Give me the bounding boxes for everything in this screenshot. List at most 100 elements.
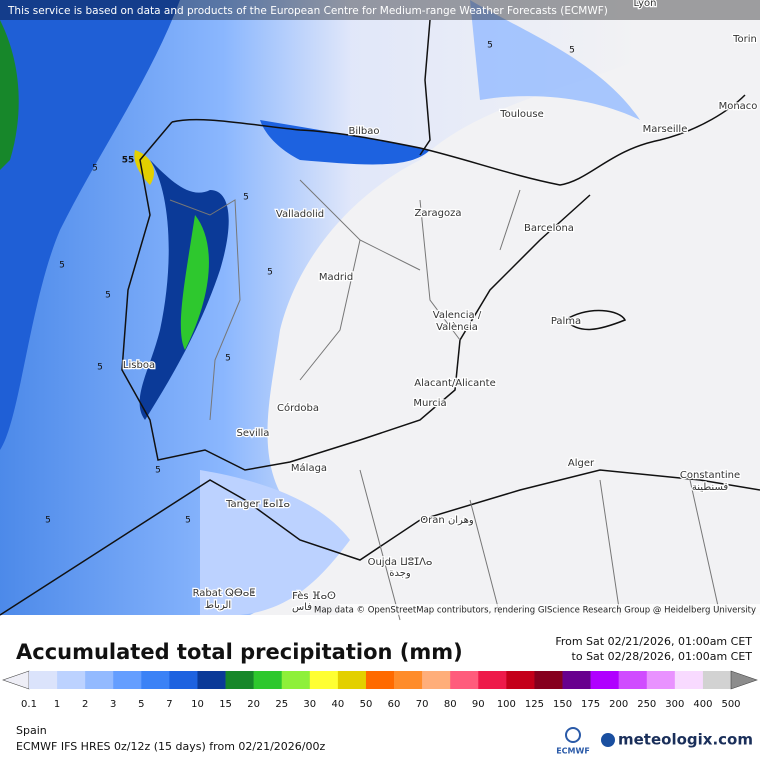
- city-label: فاس: [292, 602, 312, 613]
- legend-swatch: [309, 671, 339, 689]
- city-label: Córdoba: [277, 402, 319, 414]
- city-label: الرباط: [205, 600, 231, 611]
- city-label: Alacant/Alicante: [414, 378, 495, 389]
- city-labels: Lyon Torin Monaco Toulouse Marseille Bilbao Va…: [122, 0, 759, 614]
- legend-swatch: [337, 671, 367, 689]
- legend-swatch: [618, 671, 648, 689]
- contour-label: 5: [59, 261, 65, 271]
- period-from: From Sat 02/21/2026, 01:00am CET: [555, 635, 752, 648]
- legend-swatch: [506, 671, 535, 689]
- city-label: Lisboa: [123, 360, 155, 371]
- contour-label: 5: [267, 268, 273, 278]
- legend-tick-label: 175: [581, 699, 600, 710]
- city-label: Torin: [732, 34, 757, 45]
- map: This service is based on data and produc…: [0, 0, 760, 621]
- legend-tick-label: 90: [472, 699, 485, 710]
- precip-area: [0, 0, 640, 615]
- legend-tick-label: 150: [553, 699, 572, 710]
- contour-label: 5: [243, 193, 249, 203]
- city-label: Fès ⴼⴰⵙ: [292, 590, 336, 602]
- city-label: Valencia /: [433, 310, 482, 321]
- city-label: Oran وهران: [420, 515, 474, 526]
- ecmwf-logo: ECMWF: [556, 747, 590, 756]
- banner: This service is based on data and produc…: [7, 5, 608, 17]
- legend-swatch: [197, 671, 226, 689]
- precip-area: [180, 215, 209, 350]
- city-label: Oujda ⵡⵓⵊⴷⴰ: [368, 557, 433, 568]
- model: ECMWF IFS HRES 0z/12z (15 days) from 02/…: [16, 740, 326, 753]
- legend-tick-label: 25: [275, 699, 288, 710]
- legend-tick-label: 125: [525, 699, 544, 710]
- city-label: Madrid: [319, 272, 353, 283]
- city-label: Murcia: [413, 398, 446, 409]
- city-label: Toulouse: [499, 109, 543, 120]
- city-label: Alger: [568, 458, 595, 469]
- city-label: وجدة: [389, 568, 411, 579]
- legend-swatch: [534, 671, 563, 689]
- contour-label: 5: [185, 516, 191, 526]
- legend-tick-label: 1: [54, 699, 60, 710]
- legend-swatch: [141, 671, 170, 689]
- legend-tick-label: 5: [138, 699, 144, 710]
- legend-swatch: [422, 671, 451, 689]
- city-label: Tanger ⵟⴰⵏⵊⴰ: [225, 499, 290, 510]
- legend-swatch: [225, 671, 254, 689]
- legend-tick-label: 100: [497, 699, 516, 710]
- city-label: València: [436, 321, 478, 333]
- legend-swatch: [674, 671, 704, 689]
- legend-swatch: [281, 671, 311, 689]
- legend-swatch: [590, 671, 619, 689]
- precip-area: [200, 470, 350, 615]
- city-label: Málaga: [291, 462, 327, 474]
- title: Accumulated total precipitation (mm): [16, 640, 463, 664]
- precip-area: [134, 150, 155, 185]
- period-to: to Sat 02/28/2026, 01:00am CET: [572, 650, 753, 663]
- legend-tick-label: 40: [332, 699, 345, 710]
- brand: meteologix.com: [618, 731, 753, 749]
- city-label: Monaco: [719, 101, 758, 112]
- contour-label: 5: [155, 466, 161, 476]
- legend-tick-label: 400: [693, 699, 712, 710]
- city-label: قسنطينة: [692, 482, 729, 493]
- legend-tick-label: 250: [637, 699, 656, 710]
- legend-tick-label: 50: [360, 699, 373, 710]
- city-label: Barcelona: [524, 223, 574, 234]
- legend-swatch: [646, 671, 676, 689]
- attribution: Map data © OpenStreetMap contributors, r…: [314, 606, 756, 616]
- legend-swatch: [562, 671, 591, 689]
- legend-tick-label: 0.1: [21, 699, 37, 710]
- contour-label: 5: [92, 164, 98, 174]
- contour-label: 5: [487, 41, 493, 51]
- legend-swatch: [365, 671, 395, 689]
- legend-swatch: [478, 671, 507, 689]
- contour-label: 5: [45, 516, 51, 526]
- legend-swatch: [394, 671, 423, 689]
- city-label: Constantine: [680, 470, 740, 481]
- coastline: [0, 19, 760, 616]
- legend-tick-label: 30: [303, 699, 316, 710]
- city-label: Palma: [551, 316, 581, 327]
- legend-tick-label: 2: [82, 699, 88, 710]
- precip-area: [0, 0, 180, 450]
- legend-swatch: [253, 671, 283, 689]
- legend-over-arrow: [730, 670, 758, 690]
- legend-swatch: [57, 671, 86, 689]
- precip-area: [260, 120, 430, 165]
- legend-swatch: [29, 671, 58, 689]
- legend-tick-label: 80: [444, 699, 457, 710]
- legend-swatch: [702, 671, 732, 689]
- banner-background: [0, 0, 760, 20]
- contour-label: 55: [122, 156, 135, 166]
- legend-swatch: [169, 671, 198, 689]
- legend-under-arrow: [2, 670, 30, 690]
- contour-label: 5: [105, 291, 111, 301]
- attribution-background: [338, 604, 760, 615]
- city-label: Marseille: [643, 124, 688, 135]
- legend-tick-label: 200: [609, 699, 628, 710]
- legend-tick-label: 300: [665, 699, 684, 710]
- legend-swatch: [113, 671, 142, 689]
- city-label: Bilbao: [348, 126, 379, 137]
- city-label: Valladolid: [276, 209, 324, 220]
